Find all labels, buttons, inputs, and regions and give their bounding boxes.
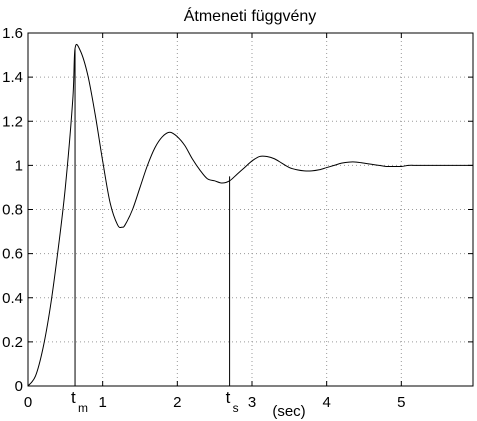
x-tick-label: 4 (322, 394, 330, 411)
y-tick-label: 1.6 (2, 25, 23, 42)
y-tick-label: 0 (15, 378, 23, 395)
x-axis-label: (sec) (272, 403, 305, 420)
y-tick-label: 0.6 (2, 246, 23, 263)
x-tick-label: 5 (397, 394, 405, 411)
plot-frame-layer (27, 32, 474, 387)
marker-label-m: t (71, 388, 76, 407)
plot-frame (27, 32, 474, 387)
step-response-line (27, 43, 473, 387)
y-tick-label: 0.2 (2, 334, 23, 351)
marker-label-s: t (226, 388, 231, 407)
chart-title: Átmeneti függvény (184, 6, 317, 25)
y-tick-label: 1.4 (2, 69, 23, 86)
y-tick-label: 1 (15, 157, 23, 174)
x-tick-label: 2 (173, 394, 181, 411)
x-tick-label: 3 (248, 394, 256, 411)
marker-subscript-m: m (78, 401, 88, 415)
y-tick-label: 0.4 (2, 290, 23, 307)
y-tick-label: 1.2 (2, 113, 23, 130)
grid-layer (28, 33, 473, 386)
tick-layer: 0 1 2 3 4 5 0 0.2 0.4 0.6 0.8 1 1.2 1.4 1.6 (2, 25, 473, 411)
marker-subscript-s: s (233, 401, 239, 415)
y-tick-label: 0.8 (2, 202, 23, 219)
x-tick-label: 0 (24, 394, 32, 411)
x-tick-label: 1 (98, 394, 106, 411)
curve-layer (27, 43, 473, 387)
